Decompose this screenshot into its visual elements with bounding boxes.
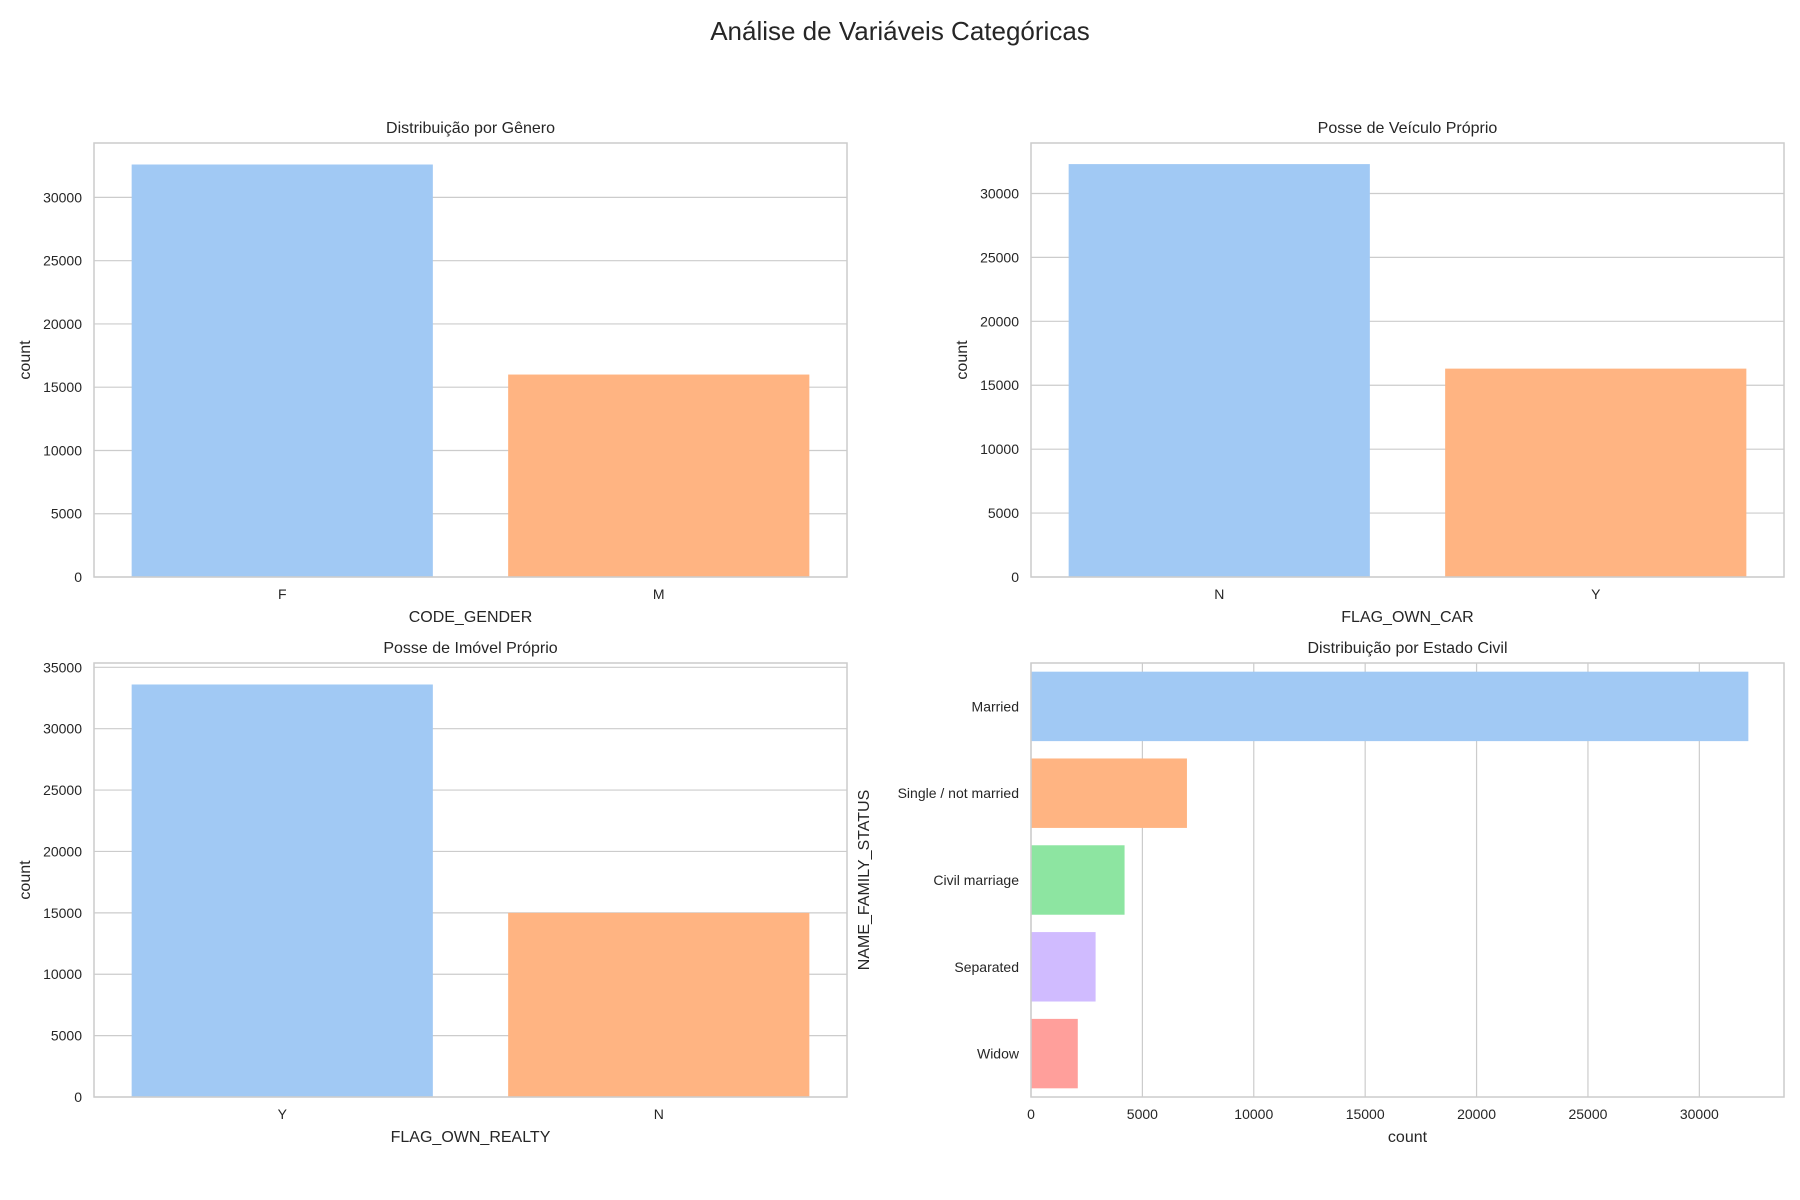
- y-axis-title: count: [954, 340, 971, 380]
- bar: [1031, 671, 1749, 742]
- x-tick-label: N: [654, 1106, 664, 1122]
- y-tick-label: 20000: [980, 313, 1019, 329]
- plot-frame: [1030, 142, 1785, 578]
- plot-title: Posse de Imóvel Próprio: [383, 640, 557, 657]
- y-axis-title: NAME_FAMILY_STATUS: [856, 790, 873, 970]
- y-axis-title: count: [17, 860, 34, 900]
- y-tick-label: 25000: [43, 253, 82, 269]
- y-tick-label: 30000: [43, 721, 82, 737]
- y-tick-label: 25000: [980, 249, 1019, 265]
- x-tick-label: 10000: [1234, 1106, 1273, 1122]
- x-tick-label: 15000: [1346, 1106, 1385, 1122]
- plot-title: Distribuição por Gênero: [386, 120, 555, 137]
- x-tick-label: Y: [1591, 586, 1601, 602]
- x-tick-label: Y: [278, 1106, 288, 1122]
- x-axis-title: CODE_GENDER: [409, 609, 533, 626]
- x-tick-label: 25000: [1568, 1106, 1607, 1122]
- bar: [1031, 845, 1125, 915]
- bar: [1031, 932, 1096, 1002]
- x-tick-label: M: [653, 586, 665, 602]
- y-axis-title: count: [17, 340, 34, 380]
- y-tick-label: Single / not married: [898, 785, 1019, 801]
- y-tick-label: 10000: [43, 442, 82, 458]
- bar: [1031, 1018, 1078, 1089]
- plot-title: Posse de Veículo Próprio: [1318, 120, 1498, 137]
- y-tick-label: 10000: [980, 441, 1019, 457]
- x-tick-label: 30000: [1680, 1106, 1719, 1122]
- y-tick-label: 20000: [43, 843, 82, 859]
- y-tick-label: 15000: [43, 905, 82, 921]
- y-tick-label: 5000: [51, 506, 82, 522]
- figure-title: Análise de Variáveis Categóricas: [710, 16, 1090, 46]
- x-axis-title: FLAG_OWN_REALTY: [391, 1129, 551, 1146]
- bar: [508, 374, 810, 577]
- x-tick-label: N: [1214, 586, 1224, 602]
- y-tick-label: 15000: [43, 379, 82, 395]
- x-axis-title: count: [1388, 1129, 1428, 1146]
- bar: [131, 684, 433, 1097]
- x-tick-label: 20000: [1457, 1106, 1496, 1122]
- y-tick-label: 5000: [988, 505, 1019, 521]
- plot-frame: [93, 662, 848, 1098]
- y-tick-label: Married: [972, 698, 1019, 714]
- bar: [131, 164, 433, 578]
- x-axis-title: FLAG_OWN_CAR: [1341, 609, 1473, 626]
- x-tick-label: 5000: [1127, 1106, 1158, 1122]
- plot-frame: [1030, 662, 1785, 1098]
- bar: [1068, 164, 1370, 578]
- y-tick-label: 0: [1011, 569, 1019, 585]
- y-tick-label: 5000: [51, 1028, 82, 1044]
- bar: [1445, 368, 1747, 577]
- y-tick-label: 30000: [43, 189, 82, 205]
- y-tick-label: Civil marriage: [933, 872, 1019, 888]
- bar: [1031, 758, 1187, 828]
- y-tick-label: 0: [74, 1089, 82, 1105]
- bar: [508, 912, 810, 1097]
- y-tick-label: 15000: [980, 377, 1019, 393]
- y-tick-label: Separated: [954, 959, 1019, 975]
- y-tick-label: 20000: [43, 316, 82, 332]
- plot-title: Distribuição por Estado Civil: [1307, 640, 1507, 657]
- y-tick-label: 30000: [980, 185, 1019, 201]
- x-tick-label: 0: [1027, 1106, 1035, 1122]
- y-tick-label: Widow: [977, 1046, 1020, 1062]
- y-tick-label: 0: [74, 569, 82, 585]
- y-tick-label: 10000: [43, 966, 82, 982]
- x-tick-label: F: [278, 586, 287, 602]
- y-tick-label: 25000: [43, 782, 82, 798]
- y-tick-label: 35000: [43, 659, 82, 675]
- plot-frame: [93, 142, 848, 578]
